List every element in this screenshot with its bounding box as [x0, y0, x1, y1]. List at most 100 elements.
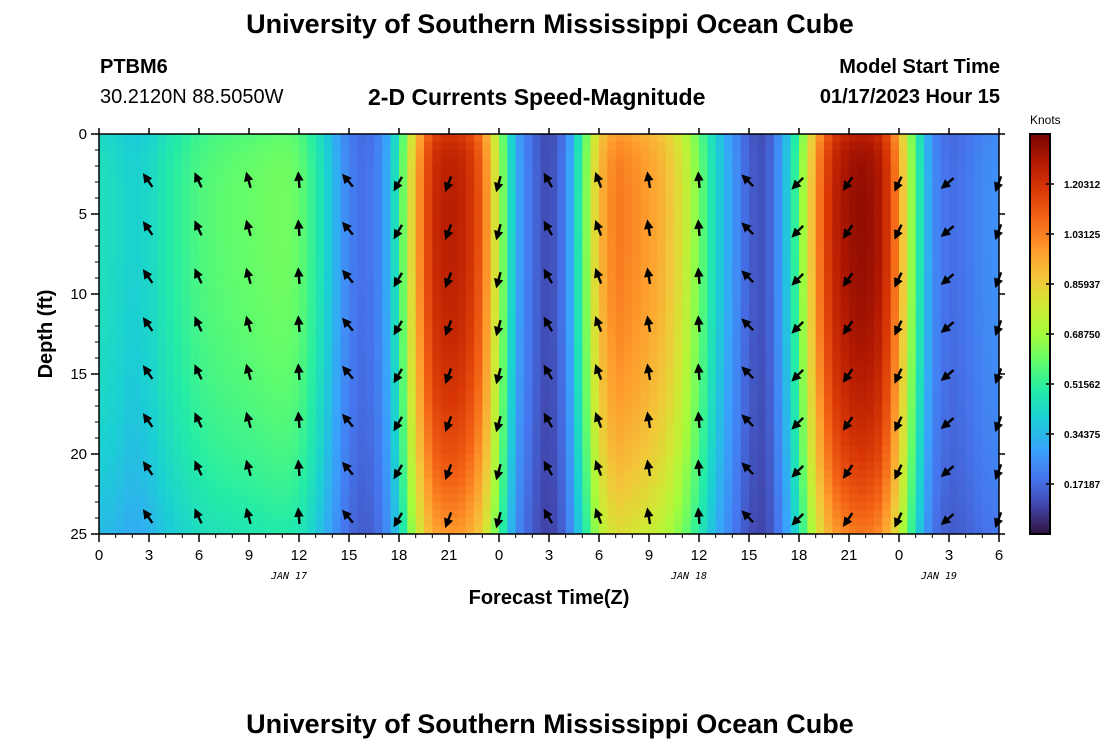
heatmap-cell — [340, 230, 350, 239]
heatmap-cell — [515, 390, 525, 399]
heatmap-cell — [749, 206, 758, 215]
heatmap-cell — [124, 526, 133, 534]
heatmap-cell — [165, 286, 175, 295]
heatmap-cell — [390, 214, 400, 223]
heatmap-cell — [657, 166, 667, 175]
heatmap-cell — [682, 142, 692, 151]
heatmap-cell — [399, 526, 408, 534]
heatmap-cell — [532, 406, 542, 415]
heatmap-cell — [682, 358, 692, 367]
heatmap-cell — [382, 358, 392, 367]
heatmap-cell — [482, 278, 492, 287]
heatmap-cell — [540, 182, 550, 191]
heatmap-cell — [232, 310, 242, 319]
heatmap-cell — [799, 438, 808, 447]
heatmap-cell — [515, 358, 525, 367]
heatmap-cell — [140, 430, 150, 439]
heatmap-cell — [915, 502, 925, 511]
heatmap-cell — [507, 478, 517, 487]
heatmap-cell — [365, 390, 375, 399]
heatmap-cell — [132, 486, 142, 495]
heatmap-cell — [299, 206, 308, 215]
heatmap-cell — [457, 278, 467, 287]
heatmap-cell — [440, 494, 450, 503]
heatmap-cell — [715, 302, 725, 311]
heatmap-cell — [274, 278, 283, 287]
heatmap-cell — [740, 406, 750, 415]
heatmap-cell — [165, 158, 175, 167]
heatmap-cell — [882, 334, 892, 343]
heatmap-cell — [674, 366, 683, 375]
heatmap-cell — [299, 494, 308, 503]
heatmap-cell — [382, 462, 392, 471]
heatmap-cell — [365, 214, 375, 223]
heatmap-cell — [874, 414, 883, 423]
heatmap-cell — [540, 246, 550, 255]
heatmap-cell — [615, 238, 625, 247]
heatmap-cell — [782, 190, 792, 199]
heatmap-cell — [424, 470, 433, 479]
heatmap-cell — [499, 438, 508, 447]
heatmap-cell — [524, 270, 533, 279]
heatmap-cell — [365, 430, 375, 439]
heatmap-cell — [832, 438, 842, 447]
heatmap-cell — [432, 398, 442, 407]
heatmap-cell — [174, 238, 183, 247]
heatmap-cell — [165, 278, 175, 287]
heatmap-cell — [757, 478, 767, 487]
heatmap-cell — [157, 462, 167, 471]
heatmap-cell — [457, 478, 467, 487]
heatmap-cell — [174, 430, 183, 439]
heatmap-cell — [257, 454, 267, 463]
heatmap-cell — [482, 422, 492, 431]
heatmap-cell — [440, 342, 450, 351]
heatmap-cell — [365, 174, 375, 183]
heatmap-cell — [574, 286, 583, 295]
heatmap-cell — [807, 206, 817, 215]
heatmap-cell — [307, 134, 317, 143]
heatmap-cell — [449, 366, 458, 375]
heatmap-cell — [574, 358, 583, 367]
heatmap-cell — [374, 374, 383, 383]
heatmap-cell — [199, 486, 208, 495]
heatmap-cell — [224, 382, 233, 391]
heatmap-cell — [474, 470, 483, 479]
heatmap-cell — [765, 206, 775, 215]
heatmap-cell — [515, 214, 525, 223]
heatmap-cell — [115, 262, 125, 271]
heatmap-cell — [340, 206, 350, 215]
heatmap-cell — [190, 518, 200, 527]
heatmap-cell — [857, 438, 867, 447]
heatmap-cell — [624, 342, 633, 351]
heatmap-cell — [224, 262, 233, 271]
heatmap-cell — [540, 438, 550, 447]
heatmap-cell — [299, 422, 308, 431]
heatmap-cell — [907, 294, 917, 303]
heatmap-cell — [674, 230, 683, 239]
heatmap-cell — [824, 278, 833, 287]
heatmap-cell — [282, 478, 292, 487]
heatmap-cell — [507, 366, 517, 375]
heatmap-cell — [774, 134, 783, 143]
heatmap-cell — [865, 254, 875, 263]
heatmap-cell — [599, 286, 608, 295]
heatmap-cell — [199, 422, 208, 431]
heatmap-cell — [524, 286, 533, 295]
heatmap-cell — [574, 182, 583, 191]
heatmap-cell — [499, 222, 508, 231]
heatmap-cell — [332, 430, 342, 439]
heatmap-cell — [824, 166, 833, 175]
heatmap-cell — [207, 358, 217, 367]
heatmap-cell — [882, 342, 892, 351]
heatmap-cell — [182, 518, 192, 527]
heatmap-cell — [357, 142, 367, 151]
heatmap-cell — [907, 478, 917, 487]
heatmap-cell — [532, 382, 542, 391]
heatmap-cell — [390, 438, 400, 447]
heatmap-cell — [449, 190, 458, 199]
heatmap-cell — [632, 390, 642, 399]
heatmap-cell — [182, 238, 192, 247]
heatmap-cell — [540, 238, 550, 247]
heatmap-cell — [449, 150, 458, 159]
heatmap-cell — [290, 254, 300, 263]
